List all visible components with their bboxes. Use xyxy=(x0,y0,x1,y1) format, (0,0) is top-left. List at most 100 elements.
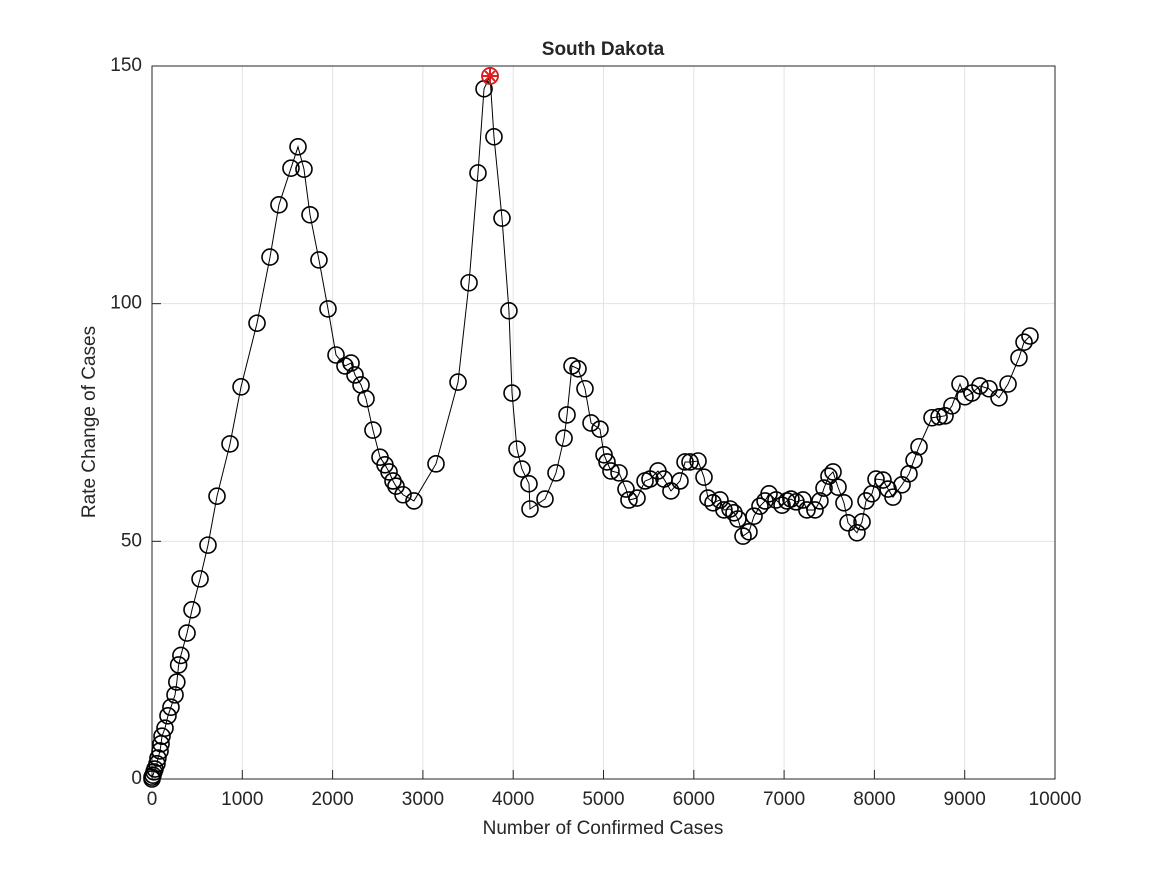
data-point xyxy=(980,379,998,398)
data-point xyxy=(820,467,838,486)
x-tick-label: 5000 xyxy=(582,789,624,810)
data-point xyxy=(628,489,646,507)
data-point xyxy=(295,160,313,178)
data-point xyxy=(745,507,763,525)
data-point xyxy=(503,384,521,402)
data-point xyxy=(168,673,186,691)
data-point xyxy=(449,373,467,391)
data-point xyxy=(689,452,707,470)
data-point xyxy=(261,248,279,266)
data-point xyxy=(166,686,184,704)
data-point xyxy=(773,496,791,515)
x-tick-label: 8000 xyxy=(853,789,895,810)
data-point xyxy=(183,600,201,619)
data-point xyxy=(208,487,226,505)
data-point xyxy=(555,429,573,447)
data-point xyxy=(676,453,694,471)
data-point xyxy=(469,164,487,182)
data-point xyxy=(520,475,538,493)
data-point xyxy=(513,460,531,478)
data-point xyxy=(500,301,518,320)
data-point xyxy=(493,209,511,227)
data-point xyxy=(699,489,717,507)
data-point xyxy=(806,501,824,519)
data-point xyxy=(536,490,554,508)
data-point xyxy=(582,414,600,432)
data-point xyxy=(734,527,752,545)
data-point xyxy=(602,462,620,480)
data-point xyxy=(835,494,853,512)
data-point xyxy=(301,205,319,224)
data-point xyxy=(598,453,616,471)
data-point xyxy=(794,491,812,509)
data-point xyxy=(248,314,266,332)
data-point xyxy=(815,479,833,497)
x-tick-label: 0 xyxy=(147,789,158,810)
x-tick-label: 4000 xyxy=(492,789,534,810)
data-point xyxy=(798,501,816,519)
x-tick-label: 3000 xyxy=(402,789,444,810)
data-point xyxy=(971,377,989,395)
peak-marker xyxy=(481,67,499,85)
data-point xyxy=(990,388,1008,407)
data-point xyxy=(380,463,398,481)
data-point xyxy=(829,478,847,496)
data-point xyxy=(289,138,307,156)
data-point xyxy=(576,379,594,398)
data-point xyxy=(342,354,360,372)
y-tick-label: 150 xyxy=(110,55,142,76)
data-point xyxy=(569,359,587,378)
y-tick-label: 100 xyxy=(110,293,142,314)
data-point xyxy=(943,397,961,415)
x-tick-label: 9000 xyxy=(944,789,986,810)
data-point xyxy=(364,421,382,439)
y-tick-label: 50 xyxy=(121,530,142,551)
data-point xyxy=(162,698,180,717)
data-point xyxy=(760,484,778,503)
x-tick-label: 2000 xyxy=(311,789,353,810)
data-point xyxy=(853,513,871,531)
data-point xyxy=(951,375,969,393)
data-point xyxy=(767,491,785,509)
data-point xyxy=(930,407,948,426)
data-point xyxy=(178,624,196,642)
data-point xyxy=(1015,333,1033,351)
data-point xyxy=(405,492,423,510)
data-point xyxy=(149,749,167,767)
data-point xyxy=(610,464,628,482)
data-point xyxy=(910,437,928,456)
data-point xyxy=(715,501,733,519)
data-point xyxy=(874,471,892,489)
x-axis-label: Number of Confirmed Cases xyxy=(483,818,724,839)
data-point xyxy=(547,464,565,482)
data-point xyxy=(485,128,503,146)
data-point xyxy=(191,570,209,588)
data-point xyxy=(839,513,857,532)
data-point xyxy=(695,468,713,486)
data-point xyxy=(867,470,885,488)
data-point xyxy=(327,346,345,364)
data-point xyxy=(671,472,689,490)
data-point xyxy=(617,480,635,498)
data-point xyxy=(740,523,758,541)
data-point xyxy=(999,375,1017,393)
data-point xyxy=(319,300,337,318)
data-point xyxy=(521,500,539,518)
data-point xyxy=(232,378,250,396)
data-point xyxy=(357,389,375,408)
data-point xyxy=(884,488,902,506)
data-point xyxy=(394,485,412,504)
data-point xyxy=(270,195,288,214)
data-point xyxy=(751,497,769,515)
data-point xyxy=(848,523,866,542)
data-point xyxy=(427,455,445,473)
data-point xyxy=(508,440,526,458)
data-point xyxy=(591,420,609,438)
data-point xyxy=(310,251,328,269)
y-tick-label: 0 xyxy=(131,768,142,789)
data-point xyxy=(199,536,217,554)
data-point xyxy=(1021,327,1039,345)
data-point xyxy=(169,656,188,674)
data-point xyxy=(558,406,576,424)
